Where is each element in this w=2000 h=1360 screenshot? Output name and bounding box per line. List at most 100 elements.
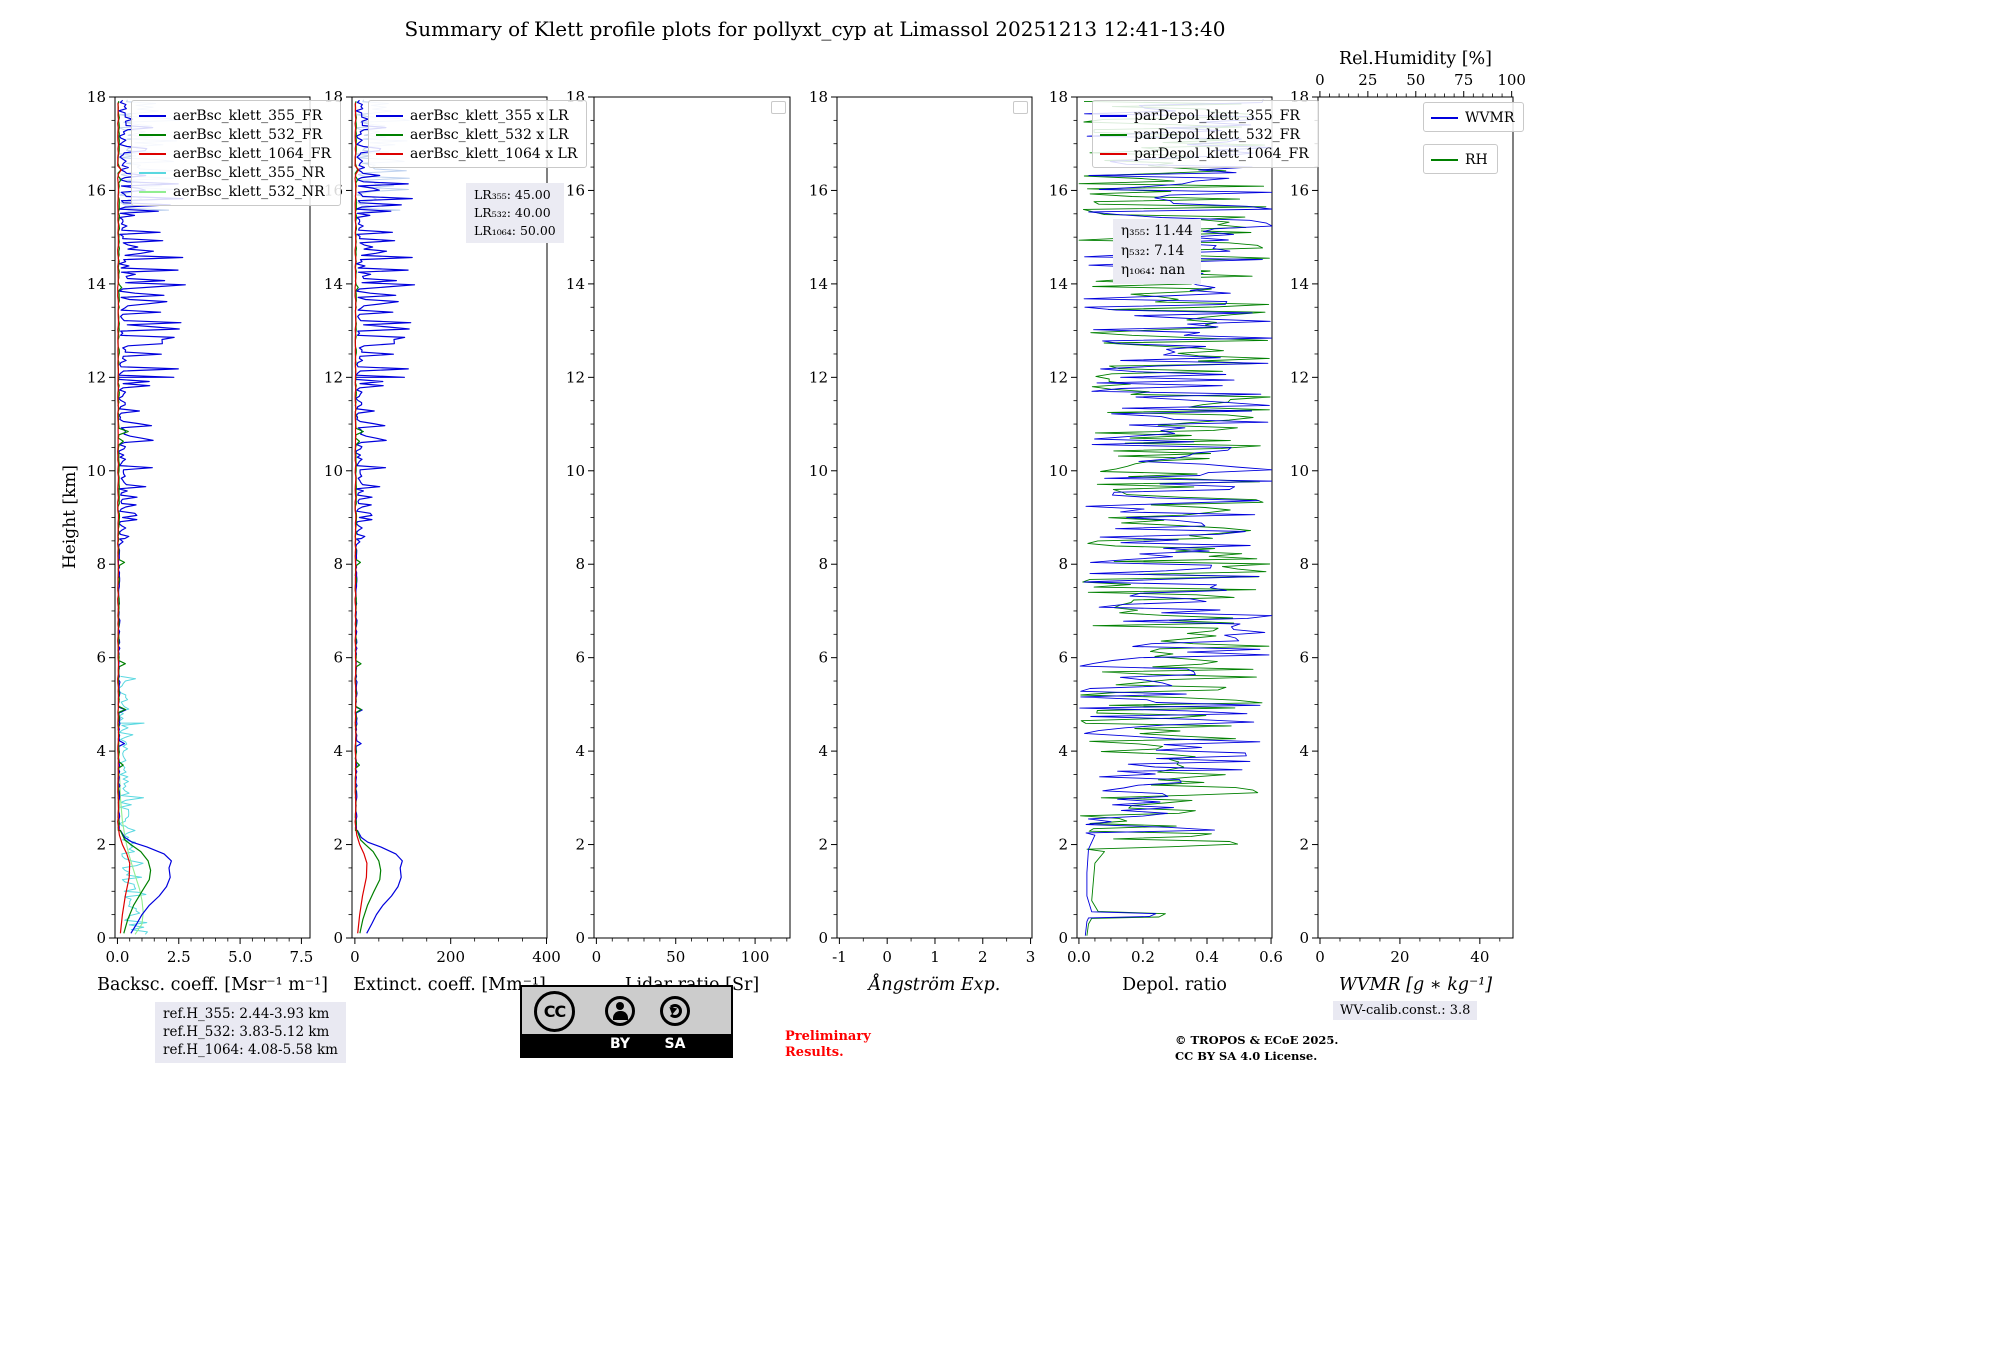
x-tick-label: 400 [532, 948, 561, 966]
y-tick-label: 4 [1058, 742, 1068, 760]
y-tick-label: 10 [566, 462, 585, 480]
top-tick-label: 75 [1454, 71, 1473, 89]
x-tick-label: -1 [832, 948, 847, 966]
y-tick-label: 8 [575, 555, 585, 573]
legend-rh: RH [1423, 144, 1498, 174]
y-tick-label: 6 [96, 649, 106, 667]
x-tick-label: 50 [666, 948, 685, 966]
y-tick-label: 8 [1299, 555, 1309, 573]
x-tick-label: 0.4 [1195, 948, 1219, 966]
y-tick-label: 8 [333, 555, 343, 573]
legend-item: parDepol_klett_355_FR [1100, 106, 1309, 125]
lr-355: LR₃₅₅: 45.00 [474, 187, 551, 202]
y-tick-label: 18 [1049, 88, 1068, 106]
line-swatch [139, 133, 166, 136]
legend-wvmr: WVMR [1423, 102, 1525, 132]
x-tick-label: 0 [592, 948, 602, 966]
legend-item: aerBsc_klett_1064_FR [139, 144, 331, 163]
series-aerBsc_klett_1064_FR [117, 102, 131, 934]
y-tick-label: 6 [1058, 649, 1068, 667]
y-tick-label: 16 [87, 181, 106, 199]
y-tick-label: 2 [818, 836, 828, 854]
panel-backscatter: 0 2 4 6 8 10 12 14 16 18 0.0 2.5 5.0 7.5 Backsc. coeff… [87, 88, 328, 995]
y-tick-label: 12 [1290, 368, 1309, 386]
preliminary-line2: Results. [785, 1045, 844, 1061]
y-tick-label: 4 [96, 742, 106, 760]
y-tick-label: 12 [566, 368, 585, 386]
legend-extinction: aerBsc_klett_355 x LR aerBsc_klett_532 x… [368, 100, 588, 168]
eta-355: η₃₅₅: 11.44 [1121, 223, 1193, 239]
y-tick-label: 16 [566, 181, 585, 199]
series-aerBsc_klett_1064_xLR [354, 102, 368, 934]
legend-backscatter: aerBsc_klett_355_FR aerBsc_klett_532_FR … [131, 100, 342, 206]
legend-item: aerBsc_klett_1064 x LR [376, 144, 577, 163]
figure-title: Summary of Klett profile plots for polly… [404, 17, 1226, 41]
cc-by-person-icon [605, 996, 635, 1026]
y-tick-label: 10 [1290, 462, 1309, 480]
lr-1064: LR₁₀₆₄: 50.00 [474, 223, 556, 239]
y-tick-label: 10 [1049, 462, 1068, 480]
y-tick-label: 2 [575, 836, 585, 854]
y-tick-label: 2 [333, 836, 343, 854]
legend-label: aerBsc_klett_1064 x LR [410, 145, 578, 162]
y-tick-label: 2 [1058, 836, 1068, 854]
legend-angstrom-empty [1013, 101, 1028, 114]
wv-calib-const: WV-calib.const.: 3.8 [1333, 1001, 1478, 1020]
y-tick-label: 6 [575, 649, 585, 667]
cc-by-label: BY [609, 1036, 631, 1052]
line-swatch [1100, 133, 1127, 136]
lidar-ratio-annotation: LR₃₅₅: 45.00 LR₅₃₂: 40.00 LR₁₀₆₄: 50.00 [466, 183, 564, 244]
y-tick-label: 0 [333, 929, 343, 947]
legend-label: aerBsc_klett_532 x LR [410, 126, 569, 143]
line-swatch [139, 114, 166, 117]
cc-logo-icon: CC [534, 991, 575, 1032]
legend-label: WVMR [1465, 109, 1515, 126]
line-swatch [376, 152, 403, 155]
y-tick-label: 0 [818, 929, 828, 947]
x-tick-label: 100 [741, 948, 770, 966]
x-axis-label: Ångström Exp. [867, 974, 1001, 995]
line-swatch [139, 152, 166, 155]
legend-item: RH [1431, 150, 1488, 169]
x-tick-label: 3 [1026, 948, 1036, 966]
y-tick-label: 6 [1299, 649, 1309, 667]
y-tick-label: 4 [818, 742, 828, 760]
y-tick-label: 8 [96, 555, 106, 573]
line-swatch [1431, 116, 1458, 119]
x-tick-label: 20 [1390, 948, 1409, 966]
ref-h-355: ref.H_355: 2.44-3.93 km [163, 1006, 330, 1022]
y-tick-label: 4 [575, 742, 585, 760]
x-tick-label: 2.5 [167, 948, 191, 966]
legend-label: aerBsc_klett_355 x LR [410, 107, 569, 124]
legend-label: aerBsc_klett_1064_FR [173, 145, 332, 162]
x-tick-label: 2 [978, 948, 988, 966]
panel-depol: 0 2 4 6 8 10 12 14 16 18 0.0 0.2 0.4 0.6 Depol. ratio [1049, 88, 1283, 995]
x-axis-label: Backsc. coeff. [Msr⁻¹ m⁻¹] [97, 975, 328, 995]
copyright-line1: © TROPOS & ECoE 2025. [1175, 1033, 1339, 1047]
y-tick-label: 12 [324, 368, 343, 386]
series-parDepol_klett_355_FR [1079, 99, 1272, 936]
y-tick-label: 14 [809, 275, 828, 293]
x-tick-label: 7.5 [289, 948, 313, 966]
y-tick-label: 0 [1299, 929, 1309, 947]
line-swatch [139, 190, 166, 193]
y-tick-label: 14 [1290, 275, 1309, 293]
series-aerBsc_klett_355_NR [118, 675, 148, 935]
y-tick-label: 4 [333, 742, 343, 760]
x-tick-label: 1 [930, 948, 940, 966]
y-tick-label: 0 [1058, 929, 1068, 947]
y-tick-label: 14 [324, 275, 343, 293]
legend-item: aerBsc_klett_532_NR [139, 182, 331, 201]
legend-item: aerBsc_klett_355 x LR [376, 106, 577, 125]
y-tick-label: 12 [809, 368, 828, 386]
legend-label: aerBsc_klett_355_NR [173, 164, 325, 181]
y-tick-label: 2 [1299, 836, 1309, 854]
legend-item: aerBsc_klett_355_NR [139, 163, 331, 182]
line-swatch [1100, 152, 1127, 155]
line-swatch [1431, 158, 1458, 161]
x-tick-label: 0.6 [1259, 948, 1283, 966]
legend-label: aerBsc_klett_532_FR [173, 126, 323, 143]
ref-h-1064: ref.H_1064: 4.08-5.58 km [163, 1042, 338, 1059]
y-tick-label: 12 [1049, 368, 1068, 386]
